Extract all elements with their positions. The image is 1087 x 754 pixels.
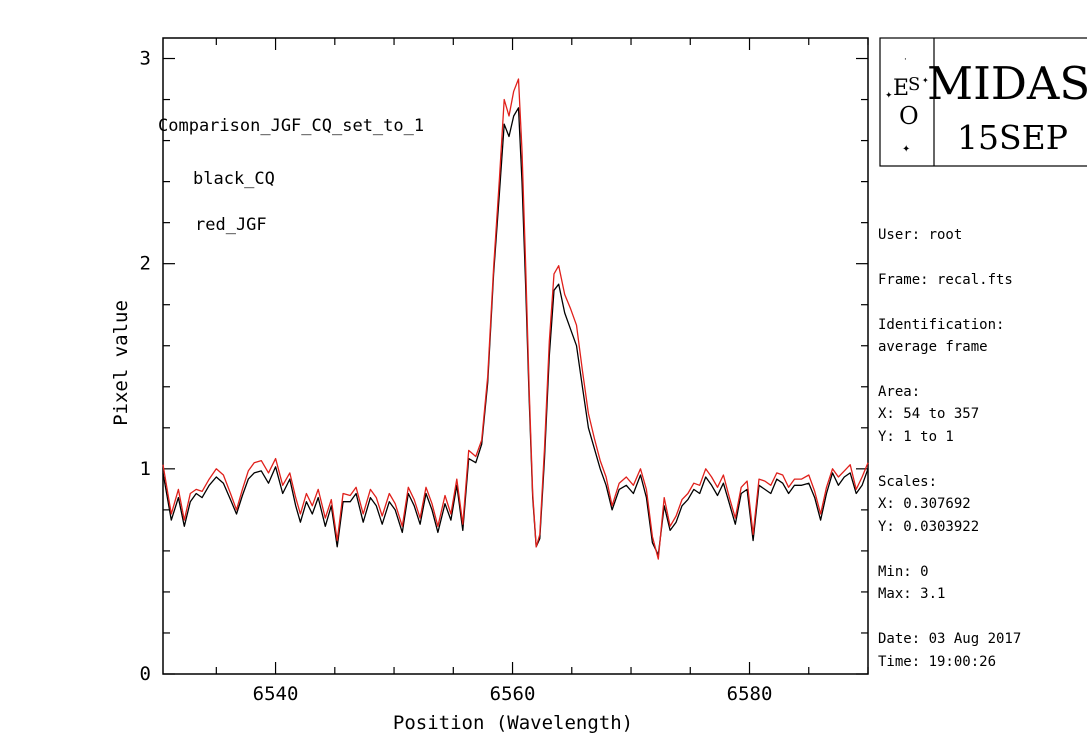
info-area-x: X: 54 to 357: [878, 406, 979, 422]
info-panel: User: root Frame: recal.fts Identificati…: [878, 227, 1021, 670]
info-frame: Frame: recal.fts: [878, 272, 1013, 288]
x-tick-label: 6560: [490, 683, 536, 705]
svg-text:✦: ✦: [922, 76, 929, 85]
tick-labels: 0 1 2 3 6540 6560 6580: [140, 48, 773, 705]
svg-text:·: ·: [904, 55, 907, 65]
info-scales-label: Scales:: [878, 474, 937, 490]
series-lines: [162, 78, 869, 560]
plot-frame: [162, 37, 869, 675]
svg-text:✦: ✦: [885, 91, 893, 101]
y-tick-label: 3: [140, 48, 151, 70]
x-axis-label: Position (Wavelength): [393, 712, 633, 734]
info-identification-value: average frame: [878, 339, 988, 355]
svg-text:✦: ✦: [902, 144, 910, 155]
y-tick-label: 0: [140, 663, 151, 685]
info-min: Min: 0: [878, 564, 929, 580]
x-tick-label: 6540: [253, 683, 299, 705]
series-line-red-jgf: [162, 78, 869, 560]
logo-frame: [879, 37, 1087, 167]
info-max: Max: 3.1: [878, 586, 945, 602]
info-user: User: root: [878, 227, 962, 243]
annotation-red-jgf: red_JGF: [195, 215, 267, 235]
info-area-y: Y: 1 to 1: [878, 429, 954, 445]
info-scales-x: X: 0.307692: [878, 496, 971, 512]
info-identification-label: Identification:: [878, 317, 1004, 333]
info-scales-y: Y: 0.0303922: [878, 519, 979, 535]
midas-logo: E S O · ✦ ✦ ✦ MIDAS 15SEP: [879, 37, 1087, 167]
info-time: Time: 19:00:26: [878, 654, 996, 670]
y-tick-label: 1: [140, 458, 151, 480]
x-tick-label: 6580: [727, 683, 773, 705]
annotation-black-cq: black_CQ: [193, 169, 275, 189]
logo-title: MIDAS: [927, 57, 1087, 110]
eso-logo-icon: E S O · ✦ ✦ ✦: [885, 55, 929, 155]
info-area-label: Area:: [878, 384, 920, 400]
svg-text:O: O: [899, 102, 919, 130]
logo-subtitle: 15SEP: [957, 118, 1068, 157]
info-date: Date: 03 Aug 2017: [878, 631, 1021, 647]
annotation-title: Comparison_JGF_CQ_set_to_1: [158, 116, 424, 136]
svg-text:S: S: [908, 74, 920, 95]
y-tick-label: 2: [140, 253, 151, 275]
y-axis-label: Pixel value: [110, 300, 132, 426]
svg-text:E: E: [893, 76, 909, 101]
